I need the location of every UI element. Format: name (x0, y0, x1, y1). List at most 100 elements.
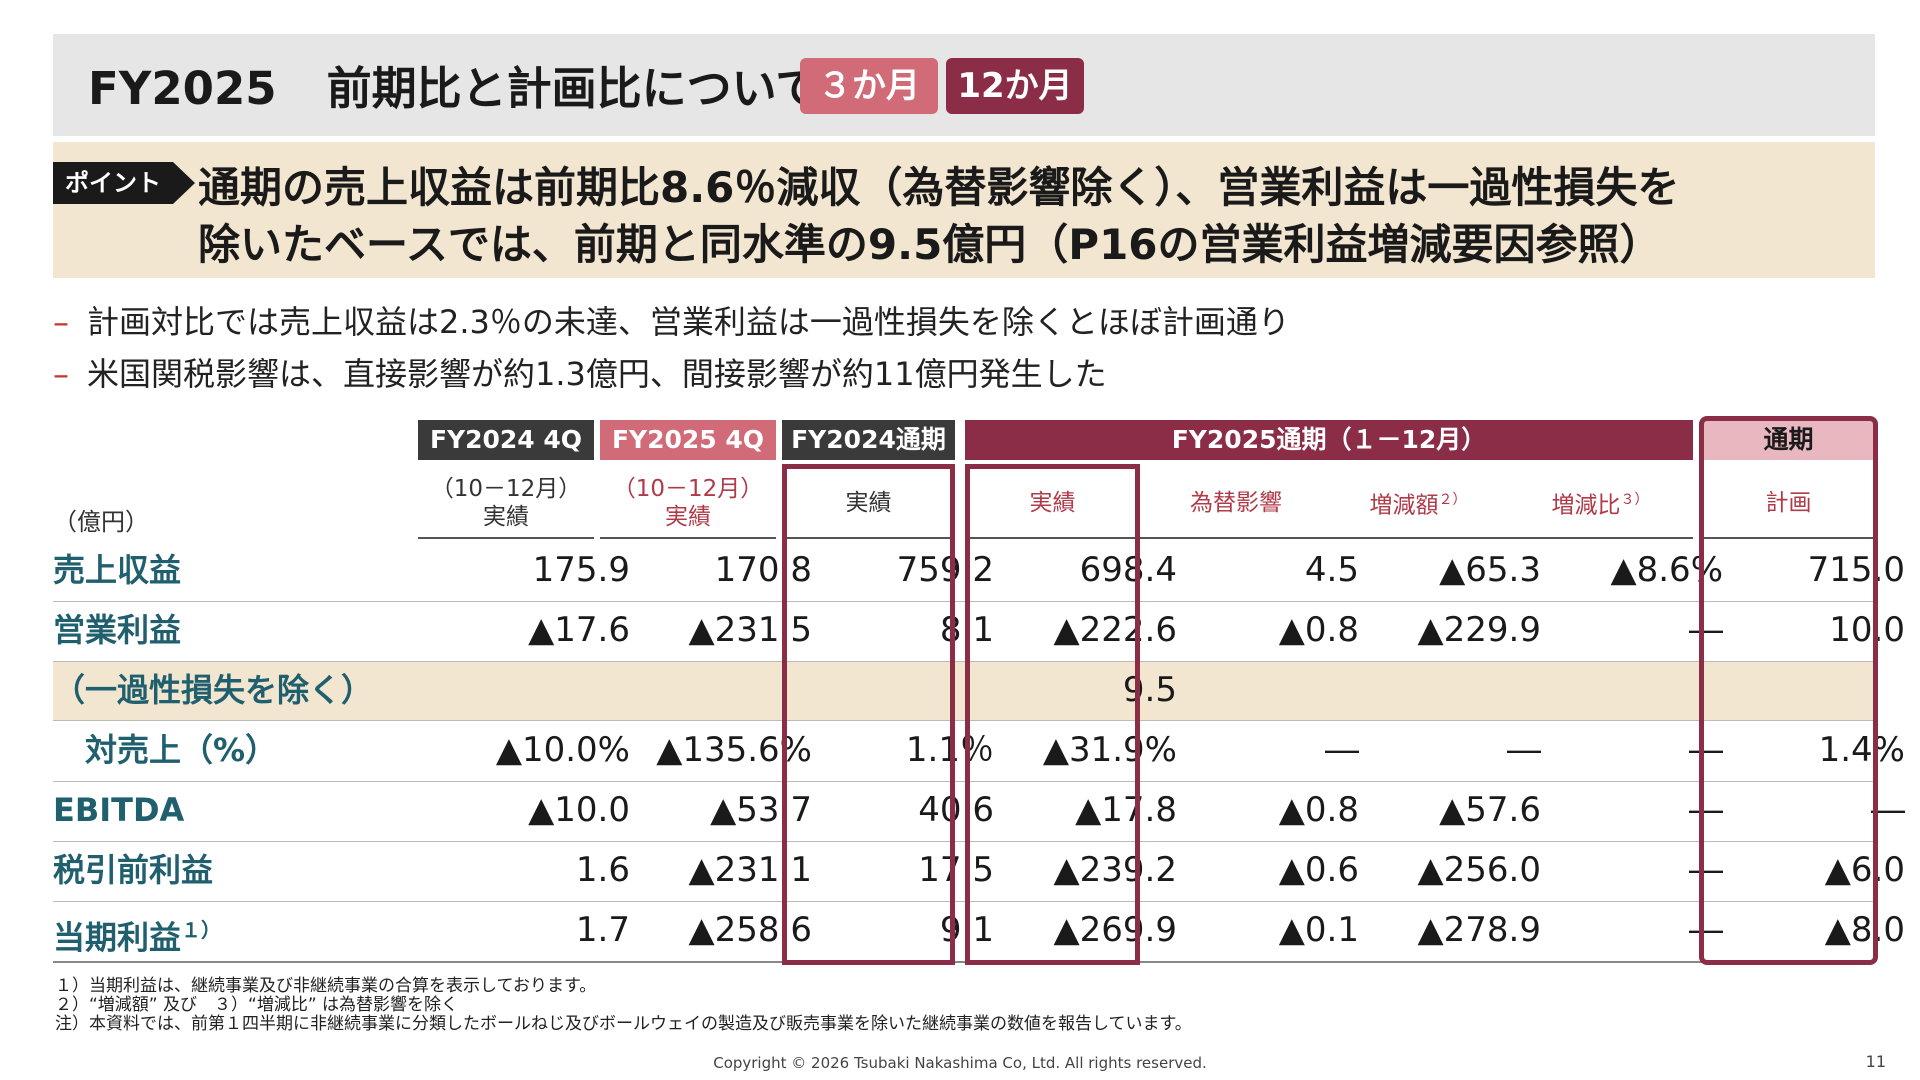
cell-change-amount: ▲278.9 (1417, 910, 1541, 950)
point-tag: ポイント (53, 162, 195, 204)
table-row: 売上収益 175.9 170.8 759.2 698.4 4.5 ▲65.3 ▲… (53, 541, 1905, 601)
cell-fx-impact: 4.5 (1304, 550, 1359, 590)
subheader-divider (965, 537, 1693, 539)
row-divider (53, 720, 1875, 721)
cell-fx-impact: ▲0.6 (1278, 850, 1359, 890)
tab-12-months[interactable]: 12か月 (946, 58, 1084, 114)
cell-plan: 715.0 (1807, 550, 1905, 590)
cell-change-ratio: ― (1689, 850, 1723, 890)
row-divider (53, 901, 1875, 902)
cell-fy2024-4q: ▲10.0 (528, 790, 630, 830)
cell-fy2025-4q: ▲231.1 (688, 850, 812, 890)
cell-plan: 1.4% (1818, 730, 1905, 770)
table-row: 税引前利益 1.6 ▲231.1 17.5 ▲239.2 ▲0.6 ▲256.0… (53, 841, 1905, 901)
cell-fy2025-full: 9.5 (1122, 670, 1177, 710)
bullet-dash: – (53, 303, 69, 341)
subheader-fx-text: 為替影響 (1190, 490, 1282, 516)
title-bar: FY2025 前期比と計画比について ３か月 12か月 (53, 34, 1875, 136)
change-ratio-label: 増減比 (1551, 492, 1621, 519)
bullet-list: – 計画対比では売上収益は2.3％の未達、営業利益は一過性損失を除くとほぼ計画通り… (53, 296, 1290, 400)
row-label: 営業利益 (53, 611, 182, 649)
subheader-actual: 実績 (483, 504, 529, 530)
point-line-2: 除いたベースでは、前期と同水準の9.5億円（P16の営業利益増減要因参照） (198, 220, 1662, 269)
copyright: Copyright © 2026 Tsubaki Nakashima Co, L… (713, 1054, 1207, 1072)
tab-3-months[interactable]: ３か月 (800, 58, 938, 114)
change-amount-label: 増減額 (1369, 492, 1439, 519)
subheader-period: （10－12月） (430, 476, 582, 502)
title-main: 前期比と計画比について (326, 62, 821, 115)
cell-change-ratio: ― (1689, 910, 1723, 950)
row-label: 売上収益 (53, 551, 182, 589)
cell-change-ratio: ― (1689, 610, 1723, 650)
cell-fy2025-full: ▲269.9 (1053, 910, 1177, 950)
row-label: 対売上（%） (85, 731, 278, 769)
subheader-divider (418, 537, 594, 539)
subheader-change-amount-text: 増減額２） (1330, 486, 1506, 520)
cell-fy2025-full: 698.4 (1079, 550, 1177, 590)
row-divider (53, 601, 1875, 602)
title-fiscal-year: FY2025 (88, 62, 277, 115)
footnote: ２）“増減額” 及び ３）“増減比” は為替影響を除く (55, 995, 459, 1015)
cell-fy2025-4q: ▲53.7 (710, 790, 812, 830)
footnote: 注）本資料では、前第１四半期に非継続事業に分類したボールねじ及びボールウェイの製… (55, 1014, 1192, 1034)
table-row: 当期利益１） 1.7 ▲258.6 9.1 ▲269.9 ▲0.1 ▲278.9… (53, 901, 1905, 961)
subheader-fy2024-full-actual: 実績 (782, 470, 955, 536)
header-fy2024-full: FY2024通期 (782, 420, 955, 460)
row-label: 税引前利益 (53, 851, 214, 889)
bullet-text: 計画対比では売上収益は2.3％の未達、営業利益は一過性損失を除くとほぼ計画通り (87, 303, 1290, 341)
cell-plan: ▲8.0 (1824, 910, 1905, 950)
subheader-divider (1702, 537, 1875, 539)
footnote: １）当期利益は、継続事業及び非継続事業の合算を表示しております。 (55, 976, 597, 996)
cell-change-amount: ― (1507, 730, 1541, 770)
page-number: 11 (1865, 1052, 1886, 1071)
bullet-text: 米国関税影響は、直接影響が約1.3億円、間接影響が約11億円発生した (87, 355, 1107, 393)
cell-fy2024-4q: 175.9 (532, 550, 630, 590)
subheader-fy2025-full-actual: 実績 (965, 470, 1140, 536)
cell-fy2025-4q: ▲258.6 (688, 910, 812, 950)
table-row: （一過性損失を除く） 9.5 (53, 661, 1875, 721)
table-row: EBITDA ▲10.0 ▲53.7 40.6 ▲17.8 ▲0.8 ▲57.6… (53, 781, 1905, 841)
cell-fy2024-full: 8.1 (939, 610, 994, 650)
cell-fy2024-full: 759.2 (896, 550, 994, 590)
cell-fy2024-full: 9.1 (939, 910, 994, 950)
cell-fy2025-4q: ▲135.6% (656, 730, 812, 770)
cell-fy2024-4q: 1.6 (575, 850, 630, 890)
row-divider (53, 961, 1875, 963)
cell-plan: 10.0 (1829, 610, 1905, 650)
cell-change-amount: ▲57.6 (1439, 790, 1541, 830)
subheader-change-amount: 増減額２） (1330, 470, 1506, 536)
cell-fy2025-full: ▲17.8 (1075, 790, 1177, 830)
row-label: （一過性損失を除く） (53, 671, 374, 709)
cell-change-ratio: ▲8.6% (1610, 550, 1723, 590)
highlight-row-background (53, 661, 1875, 720)
cell-fx-impact: ▲0.8 (1278, 790, 1359, 830)
page-title: FY2025 前期比と計画比について (88, 52, 820, 117)
bullet-item: – 米国関税影響は、直接影響が約1.3億円、間接影響が約11億円発生した (53, 348, 1290, 400)
cell-fx-impact: ― (1325, 730, 1359, 770)
change-amount-note: ２） (1438, 492, 1467, 509)
cell-change-ratio: ― (1689, 790, 1723, 830)
header-fy2025-full: FY2025通期（１－12月） (965, 420, 1693, 460)
cell-fx-impact: ▲0.8 (1278, 610, 1359, 650)
cell-fy2025-4q: 170.8 (714, 550, 812, 590)
cell-change-amount: ▲65.3 (1439, 550, 1541, 590)
cell-change-amount: ▲256.0 (1417, 850, 1541, 890)
bullet-dash: – (53, 355, 69, 393)
change-ratio-note: ３） (1620, 492, 1649, 509)
bullet-item: – 計画対比では売上収益は2.3％の未達、営業利益は一過性損失を除くとほぼ計画通り (53, 296, 1290, 348)
cell-plan: ▲6.0 (1824, 850, 1905, 890)
cell-fy2025-full: ▲31.9% (1042, 730, 1177, 770)
header-plan-full: 通期 (1702, 420, 1875, 460)
cell-fy2024-full: 17.5 (918, 850, 994, 890)
point-line-1: 通期の売上収益は前期比8.6％減収（為替影響除く）、営業利益は一過性損失を (198, 163, 1680, 212)
table-row: 営業利益 ▲17.6 ▲231.5 8.1 ▲222.6 ▲0.8 ▲229.9… (53, 601, 1905, 661)
subheader-divider (600, 537, 776, 539)
footnotes: １）当期利益は、継続事業及び非継続事業の合算を表示しております。 ２）“増減額”… (55, 977, 1192, 1034)
cell-fy2024-4q: ▲17.6 (528, 610, 630, 650)
point-box: ポイント 通期の売上収益は前期比8.6％減収（為替影響除く）、営業利益は一過性損… (53, 142, 1875, 278)
row-divider (53, 661, 1875, 662)
cell-fy2024-4q: 1.7 (575, 910, 630, 950)
cell-change-amount: ▲229.9 (1417, 610, 1541, 650)
subheader-change-ratio-text: 増減比３） (1512, 486, 1688, 520)
subheader-fy2024-4q: （10－12月） 実績 (418, 470, 594, 536)
